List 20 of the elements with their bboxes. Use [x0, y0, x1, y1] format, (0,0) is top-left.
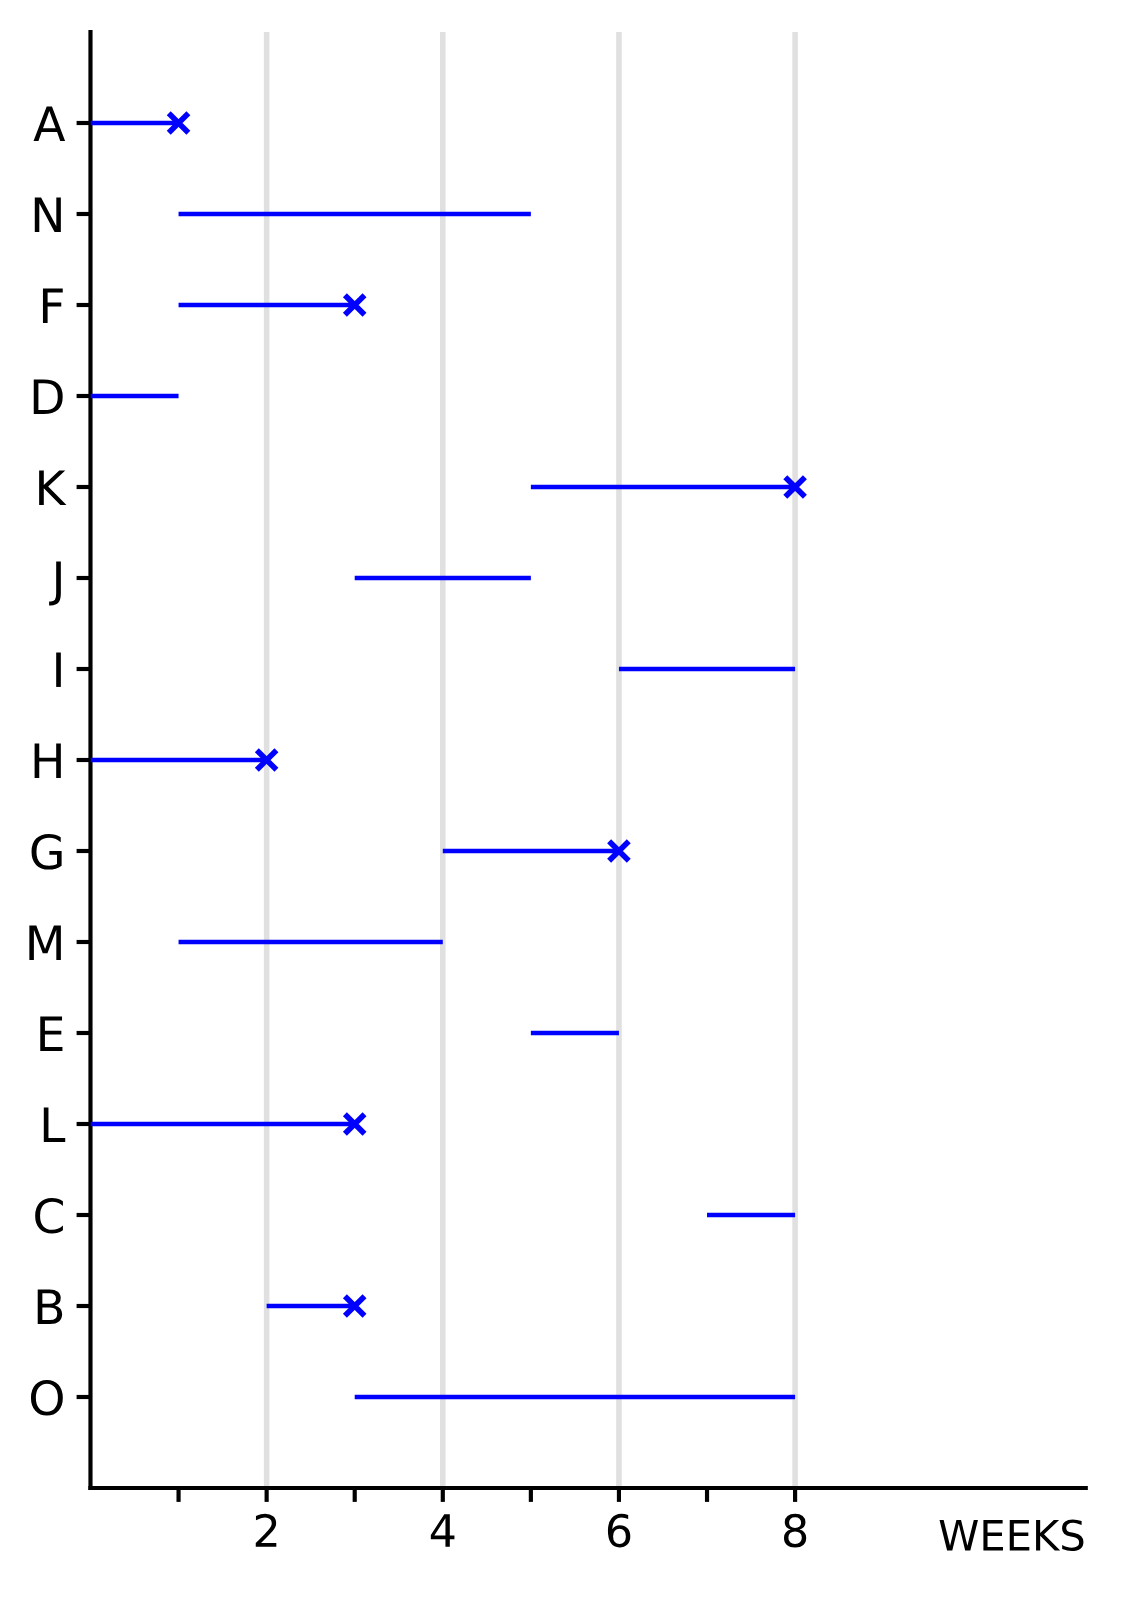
x-axis-title: WEEKS	[939, 1519, 1084, 1552]
y-tick-label: M	[29, 925, 61, 960]
y-tick-label: H	[34, 743, 61, 778]
x-tick-label: 2	[255, 1513, 277, 1547]
y-tick-label: E	[40, 1016, 63, 1051]
y-tick-label: A	[33, 106, 66, 141]
y-tick-label: O	[30, 1379, 63, 1416]
y-tick-label: L	[43, 1107, 66, 1142]
y-tick-label: N	[34, 197, 61, 232]
y-tick-label: G	[31, 833, 62, 870]
x-tick-label: 8	[783, 1513, 807, 1548]
x-tick-label: 4	[430, 1514, 455, 1547]
y-tick-label: B	[37, 1289, 63, 1324]
x-tick-label: 6	[607, 1513, 631, 1548]
y-tick-label: C	[35, 1197, 63, 1234]
y-tick-label: K	[39, 470, 67, 505]
y-tick-label: I	[56, 652, 61, 687]
y-tick-label: F	[42, 288, 63, 323]
y-tick-label: D	[33, 379, 63, 414]
y-tick-label: J	[49, 561, 61, 606]
